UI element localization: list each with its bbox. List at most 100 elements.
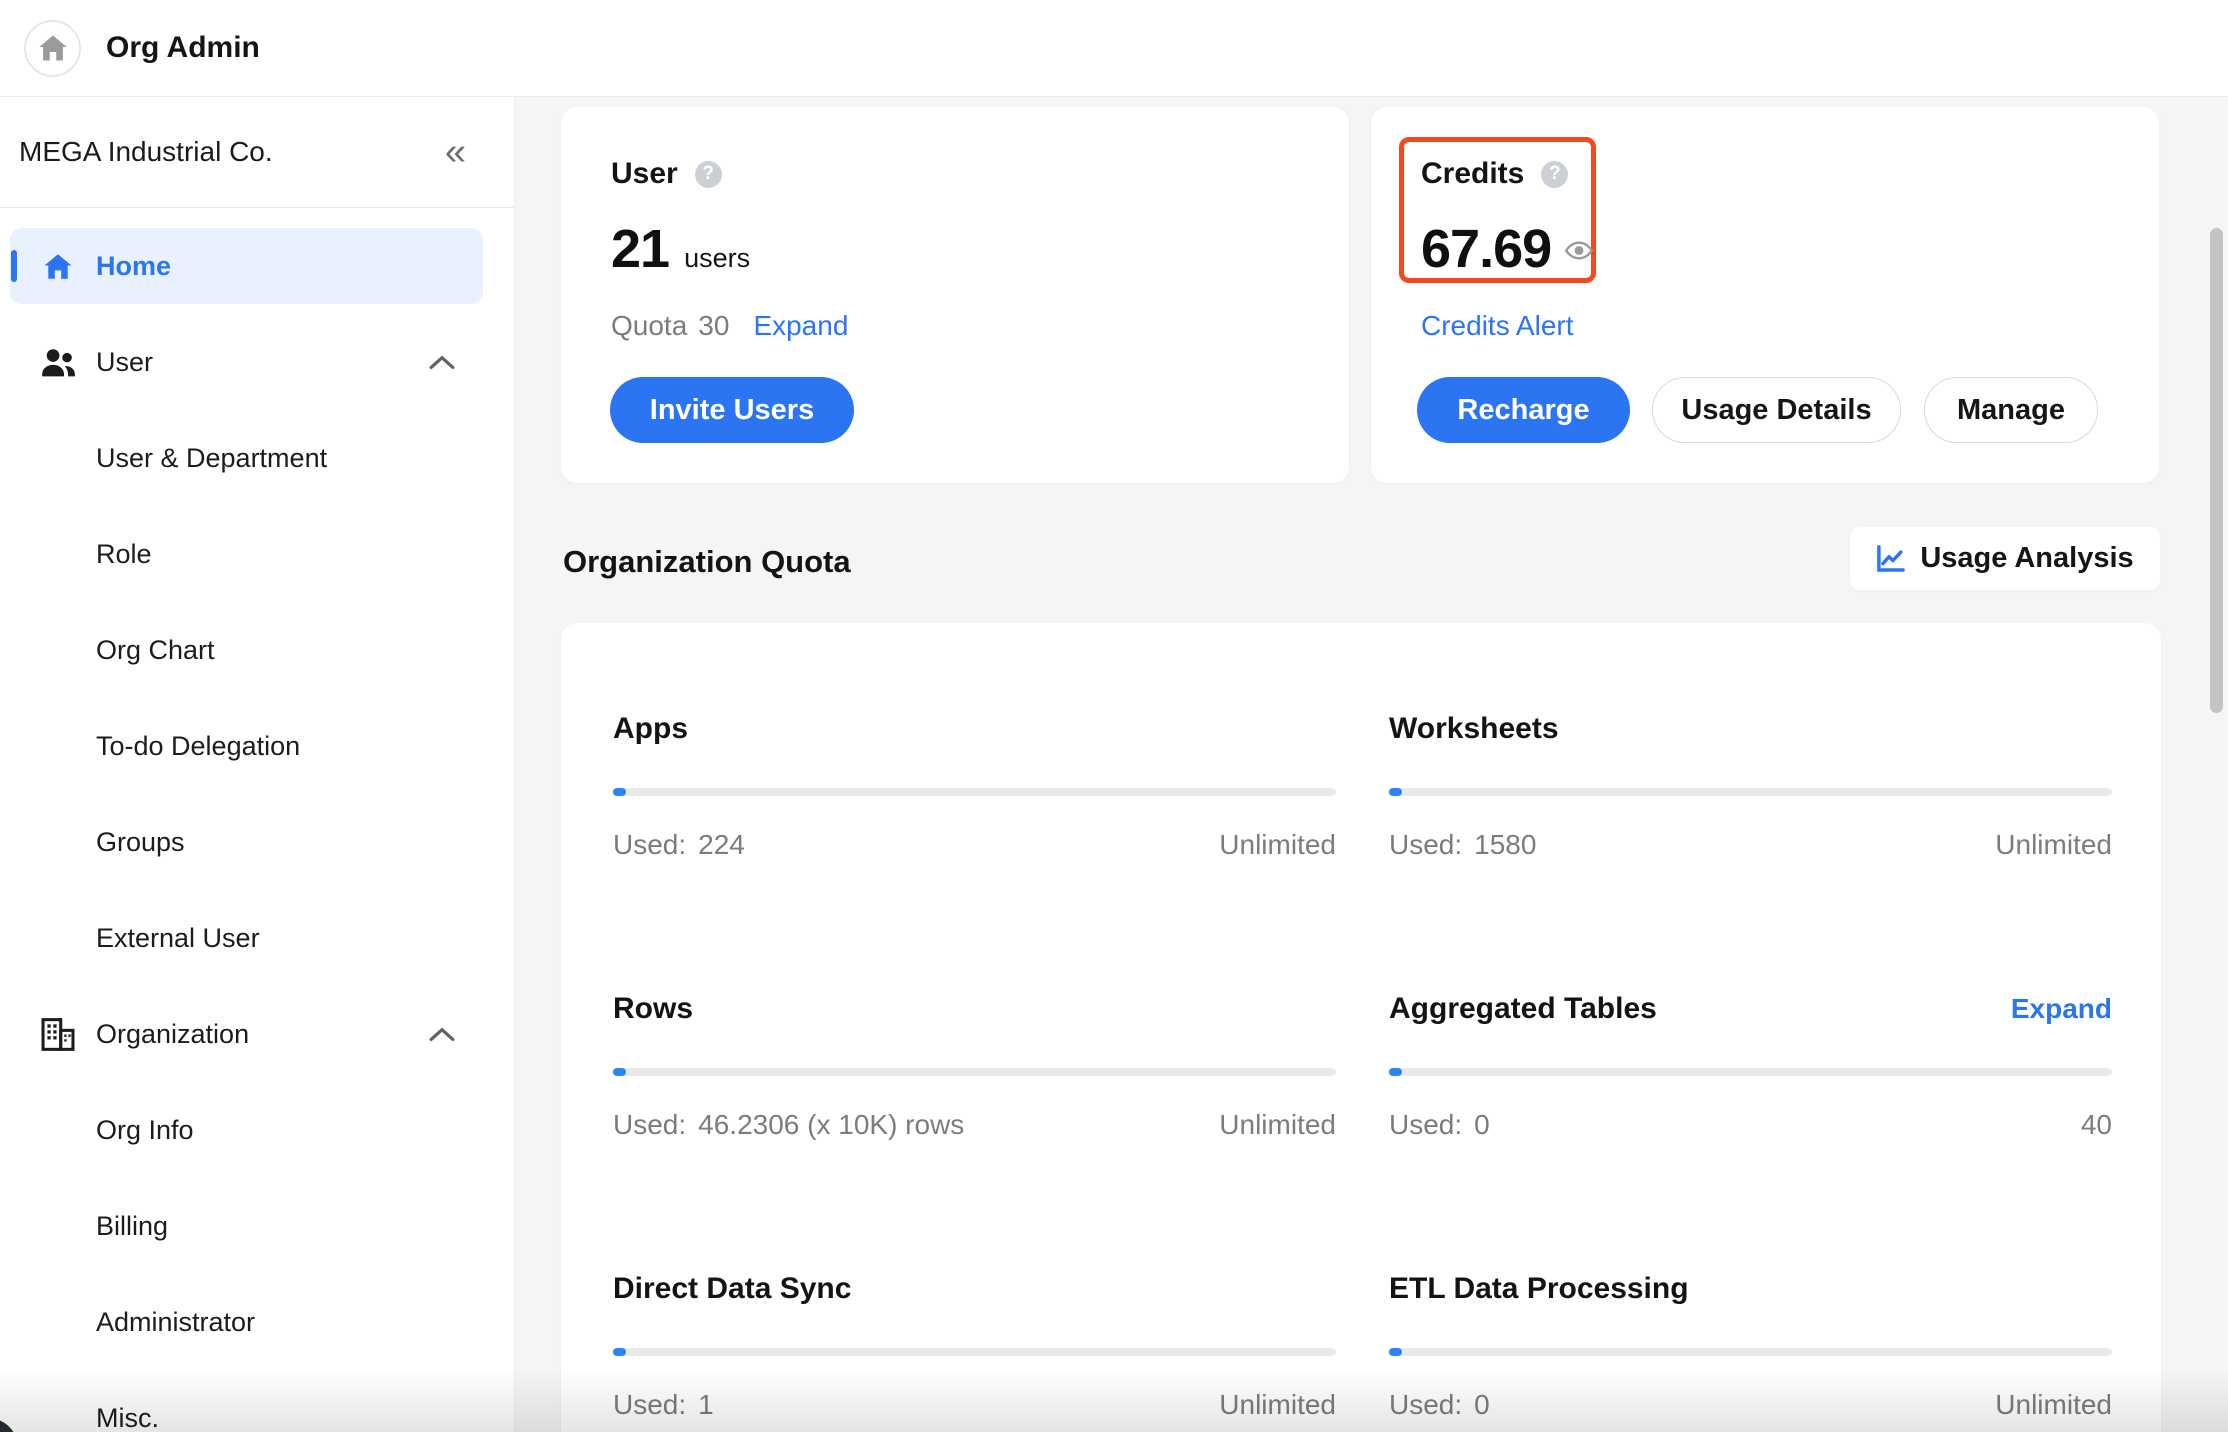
sidebar-item-organization[interactable]: Organization	[0, 986, 513, 1082]
quota-item-name: Worksheets	[1389, 712, 1559, 745]
sidebar-item-org-info[interactable]: Org Info	[0, 1082, 513, 1178]
sidebar: MEGA Industrial Co. « Home User User & Dep…	[0, 97, 515, 1432]
quota-item-name: Aggregated Tables	[1389, 992, 1657, 1025]
usage-progress-bar	[613, 1348, 1336, 1356]
building-icon	[38, 1017, 78, 1051]
credits-alert-link[interactable]: Credits Alert	[1421, 310, 1574, 341]
limit-text: Unlimited	[1995, 829, 2112, 860]
expand-link[interactable]: Expand	[2010, 993, 2112, 1024]
usage-progress-fill	[1389, 788, 1402, 796]
sidebar-item-billing[interactable]: Billing	[0, 1178, 513, 1274]
quota-item-name: Apps	[613, 712, 688, 745]
page-title: Org Admin	[106, 31, 260, 64]
sidebar-item-misc[interactable]: Misc.	[0, 1370, 513, 1432]
user-count: 21	[611, 219, 670, 279]
credits-card-title: Credits	[1421, 157, 1525, 190]
used-text: Used: 224	[613, 829, 745, 860]
usage-progress-fill	[613, 788, 626, 796]
usage-progress-fill	[1389, 1068, 1402, 1076]
used-text: Used: 1	[613, 1389, 714, 1420]
sidebar-item-label: Misc.	[96, 1402, 159, 1432]
usage-progress-bar	[1389, 788, 2112, 796]
sidebar-item-label: Billing	[96, 1210, 169, 1241]
org-name: MEGA Industrial Co.	[19, 136, 273, 167]
recharge-button[interactable]: Recharge	[1417, 377, 1630, 443]
sidebar-item-org-chart[interactable]: Org Chart	[0, 602, 513, 698]
quota-item-aggregated-tables: Aggregated Tables Expand Used: 0 40	[1389, 903, 2112, 1183]
sidebar-item-role[interactable]: Role	[0, 506, 513, 602]
used-text: Used: 1580	[1389, 829, 1537, 860]
sidebar-item-user[interactable]: User	[0, 314, 513, 410]
credits-summary-card: Credits ? 67.69 Credits Alert Recharge U…	[1371, 107, 2159, 483]
top-bar: Org Admin	[0, 0, 2228, 97]
usage-details-button[interactable]: Usage Details	[1652, 377, 1901, 443]
used-text: Used: 46.2306 (x 10K) rows	[613, 1109, 965, 1140]
limit-text: Unlimited	[1219, 829, 1336, 860]
sidebar-item-label: Groups	[96, 826, 185, 857]
divider	[0, 207, 514, 208]
limit-text: 40	[2080, 1109, 2112, 1140]
usage-progress-fill	[1389, 1348, 1402, 1356]
quota-item-name: Direct Data Sync	[613, 1272, 852, 1305]
sidebar-item-to-do-delegation[interactable]: To-do Delegation	[0, 698, 513, 794]
active-indicator	[11, 250, 17, 282]
sidebar-item-label: Org Chart	[96, 634, 215, 665]
sidebar-item-groups[interactable]: Groups	[0, 794, 513, 890]
limit-text: Unlimited	[1995, 1389, 2112, 1420]
help-icon[interactable]: ?	[694, 160, 722, 188]
organization-quota-card: Apps Used: 224 Unlimited Worksheets Used: 1580…	[561, 623, 2161, 1432]
chevron-up-icon	[429, 354, 455, 370]
chevron-up-icon	[429, 1026, 455, 1042]
invite-users-button[interactable]: Invite Users	[610, 377, 854, 443]
quota-item-apps: Apps Used: 224 Unlimited	[613, 623, 1336, 903]
sidebar-menu: Home User User & Department Role Org Chart To…	[0, 218, 513, 1432]
section-title-organization-quota: Organization Quota	[563, 544, 851, 579]
quota-item-name: Rows	[613, 992, 694, 1025]
sidebar-item-label: External User	[96, 922, 260, 953]
usage-progress-fill	[613, 1068, 626, 1076]
usage-progress-bar	[613, 788, 1336, 796]
user-card-title: User	[611, 157, 678, 190]
sidebar-item-label: Administrator	[96, 1306, 256, 1337]
eye-icon[interactable]	[1564, 240, 1594, 261]
quota-item-direct-data-sync: Direct Data Sync Used: 1 Unlimited	[613, 1183, 1336, 1432]
sidebar-item-user-department[interactable]: User & Department	[0, 410, 513, 506]
sidebar-item-label: User	[96, 346, 154, 377]
line-chart-icon	[1876, 544, 1906, 573]
sidebar-item-home[interactable]: Home	[0, 218, 513, 314]
expand-quota-link[interactable]: Expand	[753, 310, 849, 341]
sidebar-item-label: To-do Delegation	[96, 730, 301, 761]
user-quota-value: 30	[698, 310, 730, 341]
user-quota-label: Quota	[611, 310, 688, 341]
sidebar-item-external-user[interactable]: External User	[0, 890, 513, 986]
usage-analysis-label: Usage Analysis	[1920, 542, 2134, 574]
collapse-sidebar-icon[interactable]: «	[444, 131, 466, 173]
user-summary-card: User ? 21 users Quota 30 Expand Invite U…	[561, 107, 1349, 483]
vertical-scrollbar[interactable]	[2210, 228, 2223, 713]
sidebar-item-label: Home	[96, 250, 172, 281]
used-text: Used: 0	[1389, 1109, 1490, 1140]
usage-progress-bar	[613, 1068, 1336, 1076]
quota-item-name: ETL Data Processing	[1389, 1272, 1689, 1305]
usage-progress-bar	[1389, 1348, 2112, 1356]
help-icon[interactable]: ?	[1541, 160, 1569, 188]
users-icon	[38, 347, 78, 378]
quota-item-rows: Rows Used: 46.2306 (x 10K) rows Unlimited	[613, 903, 1336, 1183]
house-icon	[38, 34, 68, 62]
org-switcher: MEGA Industrial Co. «	[0, 97, 514, 207]
manage-button[interactable]: Manage	[1924, 377, 2098, 443]
home-button[interactable]	[24, 19, 81, 77]
usage-progress-bar	[1389, 1068, 2112, 1076]
usage-analysis-button[interactable]: Usage Analysis	[1850, 527, 2160, 590]
used-text: Used: 0	[1389, 1389, 1490, 1420]
quota-item-etl-data-processing: ETL Data Processing Used: 0 Unlimited	[1389, 1183, 2112, 1432]
limit-text: Unlimited	[1219, 1109, 1336, 1140]
sidebar-item-label: Organization	[96, 1018, 250, 1049]
quota-item-worksheets: Worksheets Used: 1580 Unlimited	[1389, 623, 2112, 903]
limit-text: Unlimited	[1219, 1389, 1336, 1420]
sidebar-item-label: Org Info	[96, 1114, 194, 1145]
home-icon	[38, 253, 78, 280]
sidebar-item-administrator[interactable]: Administrator	[0, 1274, 513, 1370]
quota-grid: Apps Used: 224 Unlimited Worksheets Used: 1580…	[613, 623, 2112, 1432]
